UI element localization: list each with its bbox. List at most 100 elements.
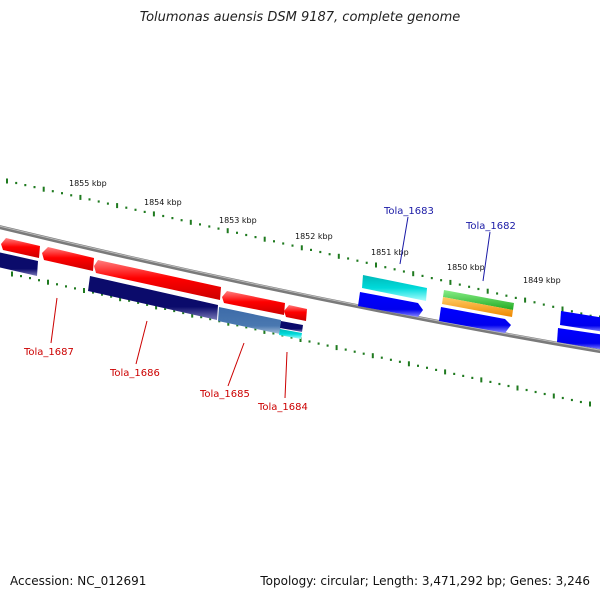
inner-ruler-minor-tick — [471, 376, 474, 379]
leader-tola-1684 — [284, 351, 288, 399]
outer-ruler-minor-tick — [106, 202, 109, 205]
kbp-label-1849: 1849 kbp — [523, 276, 561, 285]
gene-blue-3[interactable] — [560, 311, 600, 332]
gene-red-3[interactable] — [94, 260, 221, 300]
outer-ruler-minor-tick — [440, 279, 443, 282]
outer-ruler-major-tick — [561, 306, 564, 312]
upper-track — [1, 238, 307, 321]
inner-ruler — [11, 271, 591, 407]
outer-ruler-major-tick — [263, 236, 266, 242]
gene-blue-1[interactable] — [358, 292, 423, 317]
inner-ruler-minor-tick — [344, 348, 347, 351]
inner-ruler-minor-tick — [561, 396, 564, 400]
inner-ruler-minor-tick — [137, 301, 140, 304]
outer-ruler-minor-tick — [291, 244, 294, 247]
inner-ruler-minor-tick — [164, 307, 167, 310]
outer-ruler-minor-tick — [477, 287, 480, 291]
inner-ruler-minor-tick — [272, 332, 275, 335]
outer-ruler-major-tick — [412, 271, 415, 277]
inner-ruler-major-tick — [155, 304, 158, 310]
outer-ruler-minor-tick — [245, 233, 248, 237]
outer-ruler-minor-tick — [384, 266, 387, 269]
outer-ruler-minor-tick — [580, 312, 583, 315]
map-title: Tolumonas auensis DSM 9187, complete gen… — [139, 10, 461, 25]
inner-ruler-minor-tick — [326, 344, 329, 347]
outer-ruler-minor-tick — [533, 301, 536, 304]
inner-ruler-minor-tick — [435, 368, 438, 371]
gene-red-4[interactable] — [222, 291, 285, 315]
outer-ruler-minor-tick — [171, 217, 174, 220]
gene-navy-2[interactable] — [88, 276, 218, 320]
leader-tola-1686 — [135, 320, 148, 365]
inner-ruler-minor-tick — [173, 309, 176, 313]
outer-ruler-minor-tick — [70, 194, 73, 197]
outer-ruler-minor-tick — [552, 305, 555, 308]
outer-ruler-minor-tick — [125, 206, 128, 209]
leader-tola-1687 — [50, 297, 58, 344]
outer-ruler-minor-tick — [365, 261, 368, 264]
gene-label-tola-1684[interactable]: Tola_1684 — [257, 402, 308, 413]
inner-ruler-minor-tick — [38, 279, 40, 282]
inner-ruler-major-tick — [552, 393, 555, 399]
gene-cyan-1683[interactable] — [362, 275, 427, 301]
gene-label-tola-1682[interactable]: Tola_1682 — [465, 221, 516, 232]
outer-ruler-major-tick — [6, 178, 8, 184]
inner-ruler-minor-tick — [128, 299, 131, 302]
gene-label-tola-1683[interactable]: Tola_1683 — [383, 206, 434, 217]
genome-summary-text: Topology: circular; Length: 3,471,292 bp… — [260, 574, 590, 588]
outer-ruler-minor-tick — [282, 242, 285, 245]
lower-track — [0, 252, 303, 339]
inner-ruler-minor-tick — [65, 285, 67, 288]
outer-ruler-minor-tick — [514, 296, 517, 299]
inner-ruler-major-tick — [263, 328, 266, 334]
inner-ruler-minor-tick — [56, 283, 58, 286]
genome-backbone — [0, 225, 600, 354]
gene-blue-2[interactable] — [439, 307, 511, 333]
inner-ruler-minor-tick — [498, 382, 501, 386]
gene-navy-1[interactable] — [0, 252, 38, 276]
inner-ruler-minor-tick — [209, 318, 212, 321]
gene-red-2[interactable] — [42, 247, 94, 271]
outer-ruler-major-tick — [189, 219, 192, 225]
leader-tola-1682 — [482, 231, 491, 282]
gene-steel[interactable] — [218, 307, 281, 334]
inner-ruler-minor-tick — [489, 380, 492, 383]
gene-red-5[interactable] — [284, 305, 307, 321]
inner-ruler-minor-tick — [380, 356, 383, 359]
gene-label-tola-1687[interactable]: Tola_1687 — [23, 347, 74, 358]
outer-ruler-minor-tick — [97, 200, 100, 203]
inner-ruler-major-tick — [516, 385, 519, 391]
inner-ruler-minor-tick — [101, 293, 103, 296]
gene-navy-3[interactable] — [280, 321, 303, 332]
kbp-label-1850: 1850 kbp — [447, 263, 485, 272]
inner-ruler-major-tick — [480, 377, 483, 383]
outer-ruler-minor-tick — [33, 186, 36, 189]
outer-ruler-minor-tick — [347, 257, 350, 260]
inner-ruler-minor-tick — [507, 384, 510, 388]
gene-label-tola-1685[interactable]: Tola_1685 — [199, 389, 250, 400]
inner-ruler-minor-tick — [579, 400, 582, 404]
outer-ruler-minor-tick — [430, 277, 433, 280]
outer-ruler-minor-tick — [143, 210, 146, 213]
outer-ruler-minor-tick — [356, 259, 359, 262]
gene-red-1[interactable] — [1, 238, 40, 258]
gene-label-tola-1686[interactable]: Tola_1686 — [109, 368, 160, 379]
outer-ruler-minor-tick — [310, 248, 312, 251]
gene-blue-4[interactable] — [557, 328, 600, 350]
leader-tola-1683 — [399, 216, 409, 265]
outer-ruler-minor-tick — [24, 184, 27, 187]
gene-orange[interactable] — [442, 297, 513, 317]
outer-ruler-minor-tick — [134, 208, 137, 211]
outer-ruler-major-tick — [226, 228, 229, 234]
inner-ruler-minor-tick — [254, 328, 257, 331]
outer-ruler-major-tick — [42, 186, 45, 192]
gene-cyan-small[interactable] — [279, 329, 302, 339]
inner-ruler-minor-tick — [525, 388, 528, 392]
genome-backbone-highlight — [0, 225, 600, 351]
leader-tola-1685 — [227, 342, 245, 387]
outer-ruler-minor-tick — [328, 253, 331, 256]
outer-ruler-minor-tick — [542, 303, 545, 306]
inner-ruler-major-tick — [47, 279, 49, 285]
gene-green-1682[interactable] — [443, 290, 514, 310]
outer-ruler-minor-tick — [393, 268, 396, 271]
